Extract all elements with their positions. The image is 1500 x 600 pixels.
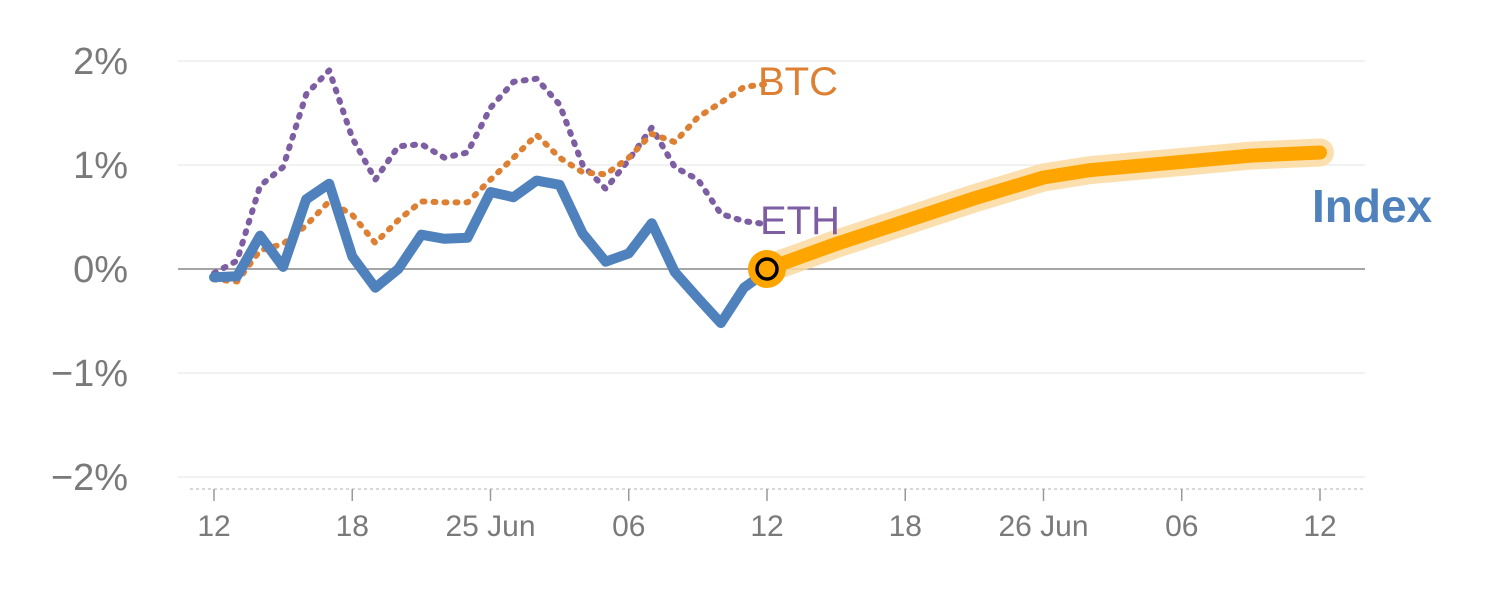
x-tick-label: 12 [1303, 510, 1336, 543]
x-tick-label: 18 [336, 510, 369, 543]
eth-line [211, 67, 770, 277]
series [209, 67, 1334, 329]
index-line [209, 175, 772, 329]
axes: 2% 1% 0% −1% −2% 12 18 25 Jun 06 12 18 26 Jun 06 12 [51, 41, 1365, 543]
x-tick-label: 26 Jun [998, 510, 1088, 543]
current-point-marker [755, 257, 779, 281]
btc-label: BTC [758, 60, 838, 104]
y-tick-label: 1% [73, 145, 128, 187]
x-tick-label: 18 [889, 510, 922, 543]
btc-line [211, 80, 770, 285]
y-tick-label: −2% [51, 457, 128, 499]
y-tick-label: 0% [73, 249, 128, 291]
forecast-line [760, 145, 1327, 276]
forecast-glow [753, 138, 1334, 283]
series-labels: BTC ETH Index [758, 60, 1433, 243]
x-tick-label: 06 [1165, 510, 1198, 543]
y-tick-label: 2% [73, 41, 128, 83]
y-tick-label: −1% [51, 353, 128, 395]
x-tick-label: 12 [750, 510, 783, 543]
eth-label: ETH [760, 199, 840, 243]
index-label: Index [1312, 180, 1433, 232]
x-tick-label: 06 [612, 510, 645, 543]
x-tick-label: 25 Jun [445, 510, 535, 543]
x-tick-label: 12 [197, 510, 230, 543]
